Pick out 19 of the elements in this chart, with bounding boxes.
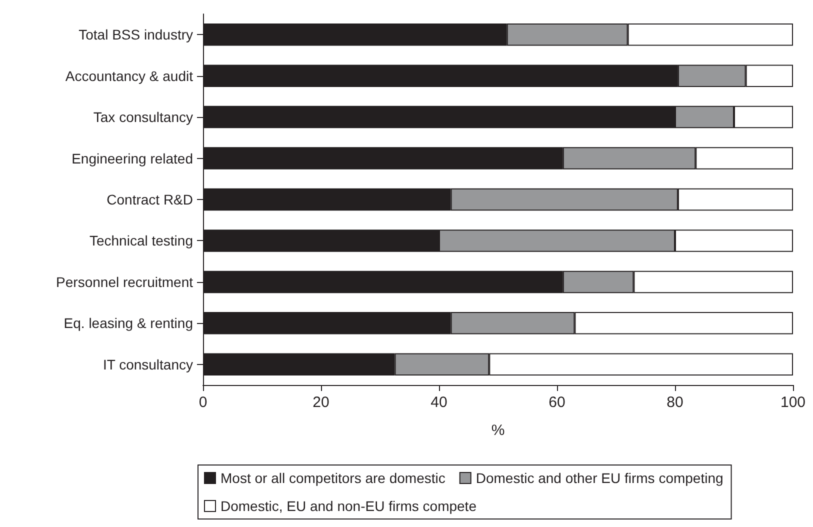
y-tick-label: Engineering related (72, 150, 193, 166)
x-tick-label: 40 (430, 394, 448, 411)
x-tick-label: 100 (780, 394, 806, 411)
y-tick-label: Accountancy & audit (65, 68, 194, 84)
legend-label: Domestic and other EU firms competing (476, 470, 724, 486)
y-tick-label: Technical testing (89, 232, 193, 249)
legend-label: Domestic, EU and non-EU firms compete (220, 498, 477, 514)
legend-label: Most or all competitors are domestic (220, 470, 446, 486)
x-tick-label: 80 (666, 394, 684, 411)
y-tick-label: IT consultancy (102, 356, 193, 372)
y-tick-label: Eq. leasing & renting (64, 315, 193, 332)
y-tick-label: Personnel recruitment (56, 274, 194, 290)
x-tick-label: 60 (548, 394, 566, 411)
x-tick-label: 20 (312, 394, 330, 411)
y-tick-label: Total BSS industry (78, 26, 193, 43)
y-tick-label: Tax consultancy (93, 109, 193, 126)
x-axis-title: % (491, 422, 505, 439)
y-tick-label: Contract R&D (106, 192, 193, 208)
x-tick-label: 0 (198, 394, 208, 411)
